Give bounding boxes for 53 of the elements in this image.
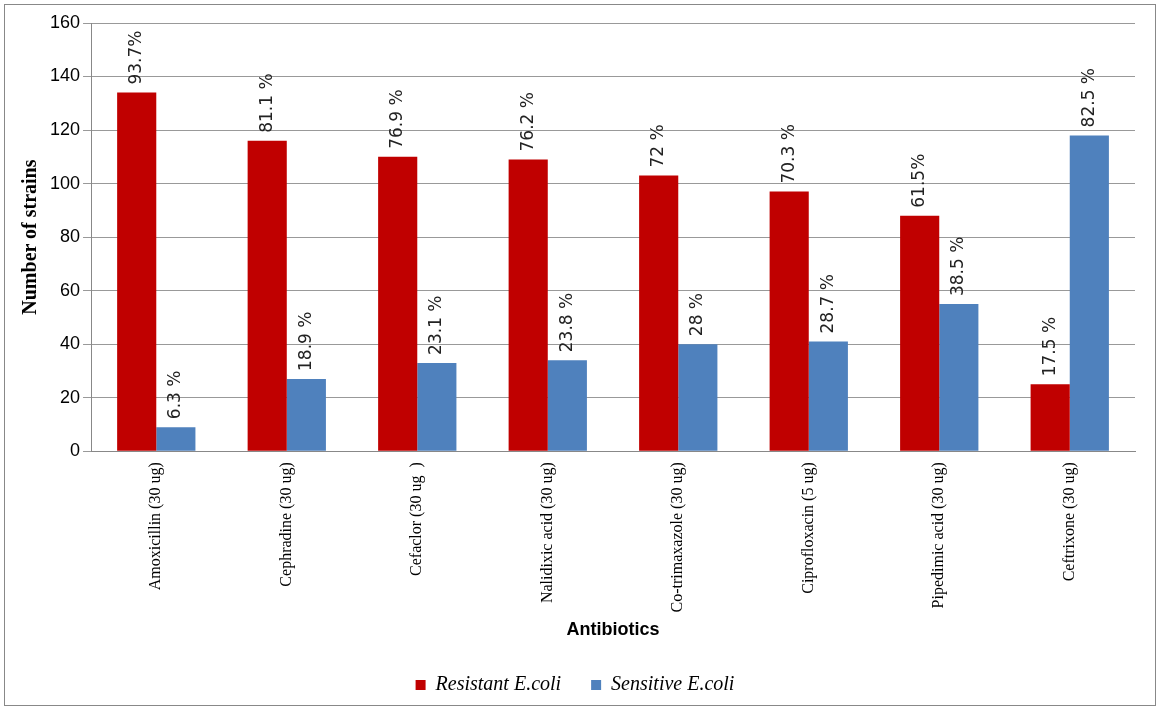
- bar: [117, 92, 157, 451]
- annotation: 23.1 %: [425, 295, 446, 355]
- y-tick-label: 40: [60, 333, 81, 354]
- annotation: 28.7 %: [816, 274, 837, 334]
- x-tick-label: Cephradine (30 ug): [276, 462, 295, 587]
- bar: [939, 304, 979, 451]
- annotation: 23.8 %: [555, 292, 576, 353]
- annotation: 72 %: [647, 124, 668, 168]
- bar: [247, 140, 287, 451]
- y-tick-label: 0: [70, 440, 81, 461]
- annotation: 70.3 %: [777, 124, 798, 184]
- annotation: 38.5 %: [947, 236, 968, 297]
- y-tick-label: 80: [60, 226, 81, 247]
- bar: [547, 360, 587, 451]
- annotation: 76.2 %: [516, 92, 537, 152]
- x-tick-label: Ciprofloxacin (5 ug): [798, 462, 817, 594]
- annotation: 6.3 %: [164, 370, 185, 420]
- x-tick-label: Nalidixic acid (30 ug): [537, 462, 556, 604]
- legend-label: Sensitive E.coli: [611, 672, 735, 695]
- y-axis-title: Number of strains: [18, 159, 41, 315]
- y-tick-label: 20: [60, 386, 81, 407]
- bar: [639, 175, 679, 451]
- annotation: 17.5 %: [1038, 316, 1059, 377]
- annotation: 18.9 %: [294, 311, 315, 371]
- x-tick-label: Pipedimic acid (30 ug): [929, 462, 948, 609]
- annotation: 82.5 %: [1077, 67, 1098, 128]
- x-tick-label: Ceftrixone (30 ug): [1059, 462, 1078, 582]
- annotation: 76.9 %: [386, 89, 407, 149]
- bar: [769, 191, 809, 451]
- x-tick-label: Cefaclor (30 ug ): [407, 462, 426, 576]
- legend-label: Resistant E.coli: [434, 672, 562, 695]
- bar: [156, 427, 196, 451]
- x-tick-label: Amoxicillin (30 ug): [146, 462, 165, 591]
- bar: [678, 344, 718, 451]
- y-tick-label: 160: [49, 11, 81, 32]
- x-axis-title: Antibiotics: [566, 619, 660, 640]
- bar: [900, 215, 940, 451]
- bar: [417, 362, 457, 451]
- bar: [508, 159, 548, 451]
- bar: [378, 156, 418, 451]
- annotation: 61.5%: [908, 153, 929, 208]
- x-tick-label: Co-trimaxazole (30 ug): [668, 462, 687, 613]
- bar: [1069, 135, 1109, 451]
- bar: [808, 341, 848, 451]
- bar: [286, 378, 326, 451]
- annotation: 81.1 %: [255, 73, 276, 133]
- bar: [1030, 384, 1070, 451]
- annotation: 93.7%: [125, 30, 146, 85]
- y-tick-label: 60: [60, 279, 81, 300]
- y-tick-label: 140: [49, 65, 81, 86]
- y-tick-label: 100: [49, 172, 81, 193]
- y-tick-label: 120: [49, 119, 81, 140]
- annotation: 28 %: [686, 292, 707, 337]
